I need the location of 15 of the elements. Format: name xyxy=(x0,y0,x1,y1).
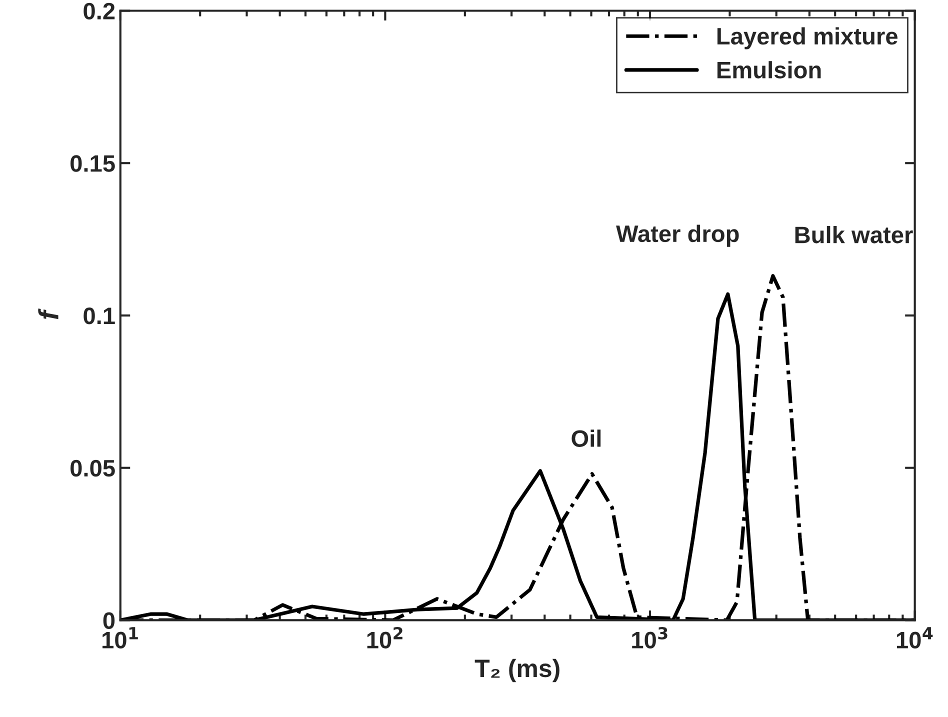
x-tick-label: 10$^{2}$ xyxy=(367,626,402,648)
legend-label: Emulsion xyxy=(717,61,821,78)
x-axis-title: T₂ (ms) xyxy=(474,658,560,682)
y-tick-label: 0.15 xyxy=(70,155,115,172)
y-tick-label: 0 xyxy=(103,612,115,629)
annotation: Water drop xyxy=(616,224,739,247)
y-axis-title: f xyxy=(38,308,58,320)
legend-label: Layered mixture xyxy=(717,27,898,50)
x-tick-label: 10$^{4}$ xyxy=(896,627,933,648)
y-tick-label: 0.05 xyxy=(70,460,115,477)
x-tick-label: 10$^{3}$ xyxy=(632,626,668,648)
annotation: Bulk water xyxy=(795,226,913,244)
y-tick-label: 0.2 xyxy=(84,2,115,20)
annotation: Oil xyxy=(572,430,601,447)
y-tick-label: 0.1 xyxy=(84,308,115,324)
